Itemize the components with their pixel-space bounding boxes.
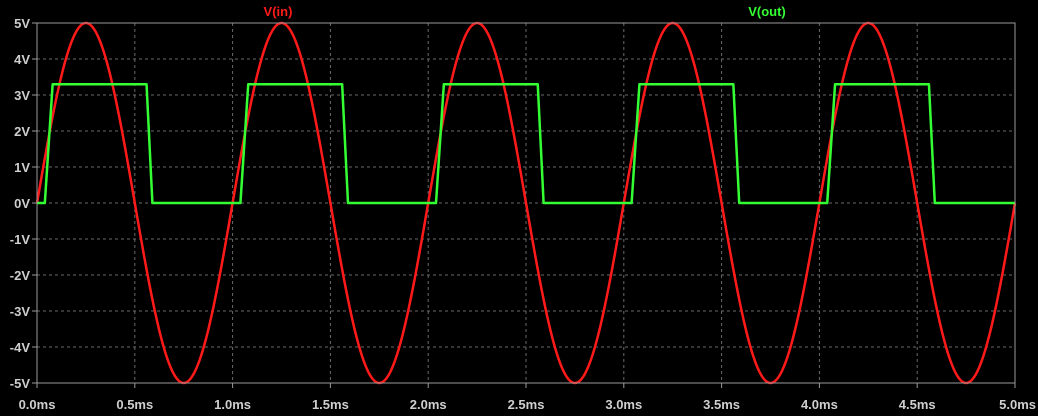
x-tick-label: 5.0ms — [999, 397, 1036, 412]
y-tick-label: 2V — [14, 124, 30, 139]
x-tick-label: 1.5ms — [312, 397, 349, 412]
y-tick-label: -4V — [10, 340, 31, 355]
y-tick-label: 5V — [14, 16, 30, 31]
series-traces — [35, 21, 1017, 385]
x-tick-label: 3.0ms — [605, 397, 642, 412]
y-tick-label: -3V — [10, 304, 31, 319]
grid — [37, 23, 1015, 383]
x-axis-ticks: 0.0ms 0.5ms 1.0ms 1.5ms 2.0ms 2.5ms 3.0ms 3.5ms… — [19, 383, 1036, 412]
x-tick-label: 4.5ms — [899, 397, 936, 412]
x-tick-label: 4.0ms — [801, 397, 838, 412]
x-tick-label: 0.0ms — [19, 397, 56, 412]
series-line-vout — [37, 82, 1015, 205]
x-tick-label: 1.0ms — [214, 397, 251, 412]
legend-vout-label: V(out) — [748, 4, 786, 19]
y-axis-ticks: 5V 4V 3V 2V 1V 0V -1V -2V -3V -4V -5V — [10, 16, 37, 391]
y-tick-label: 3V — [14, 88, 30, 103]
y-tick-label: -2V — [10, 268, 31, 283]
series-line-vin — [35, 21, 1017, 385]
y-tick-label: 0V — [14, 196, 30, 211]
legend-vin-label: V(in) — [264, 4, 293, 19]
x-tick-label: 2.0ms — [410, 397, 447, 412]
y-tick-label: -5V — [10, 376, 31, 391]
plot-frame — [36, 22, 1016, 384]
y-tick-label: -1V — [10, 232, 31, 247]
x-tick-label: 3.5ms — [703, 397, 740, 412]
x-tick-label: 0.5ms — [116, 397, 153, 412]
y-tick-label: 1V — [14, 160, 30, 175]
x-tick-label: 2.5ms — [508, 397, 545, 412]
y-tick-label: 4V — [14, 52, 30, 67]
